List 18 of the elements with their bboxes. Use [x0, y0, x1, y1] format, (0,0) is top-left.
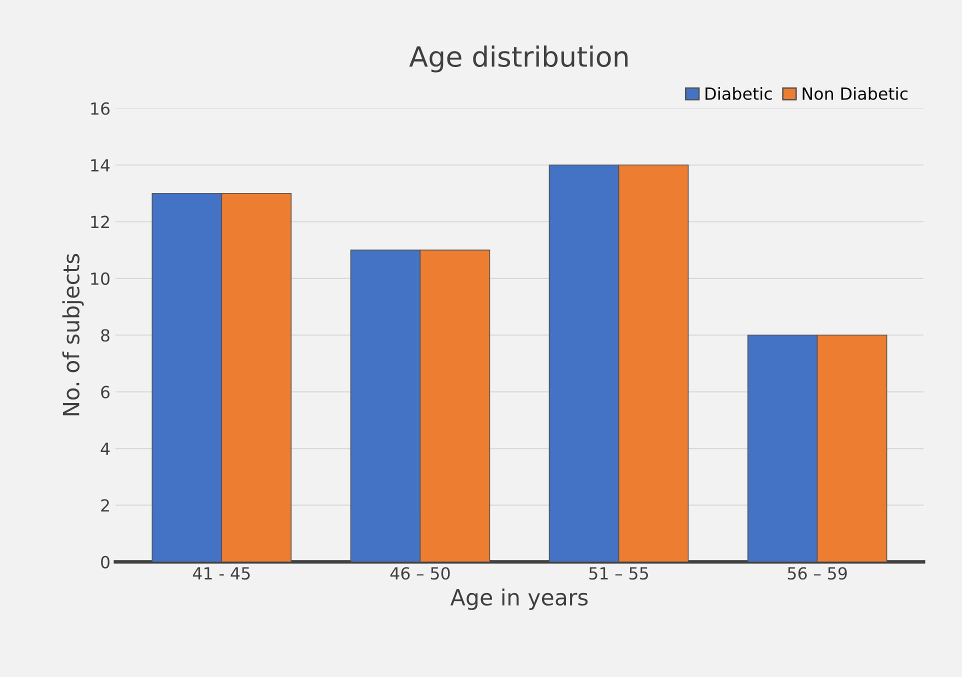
y-tick-label: 16 — [91, 102, 110, 115]
y-axis-title: No. of subjects — [62, 254, 84, 416]
x-tick-label: 46 – 50 — [390, 567, 450, 580]
x-tick-label: 56 – 59 — [788, 567, 847, 580]
y-tick-label: 0 — [101, 556, 110, 568]
y-tick-label: 6 — [101, 386, 110, 398]
x-tick-label: 41 - 45 — [192, 567, 250, 580]
legend-label: Non Diabetic — [802, 87, 908, 100]
y-tick-label: 10 — [91, 272, 110, 285]
x-axis-title: Age in years — [450, 588, 588, 610]
x-tick-label: 51 – 55 — [589, 567, 648, 580]
y-tick-label: 2 — [101, 499, 109, 512]
chart-title: Age distribution — [409, 46, 628, 72]
y-tick-label: 12 — [91, 216, 109, 228]
y-tick-label: 8 — [101, 329, 110, 342]
y-tick-label: 14 — [91, 159, 110, 172]
legend-label: Diabetic — [706, 87, 772, 100]
y-tick-label: 4 — [100, 442, 110, 455]
